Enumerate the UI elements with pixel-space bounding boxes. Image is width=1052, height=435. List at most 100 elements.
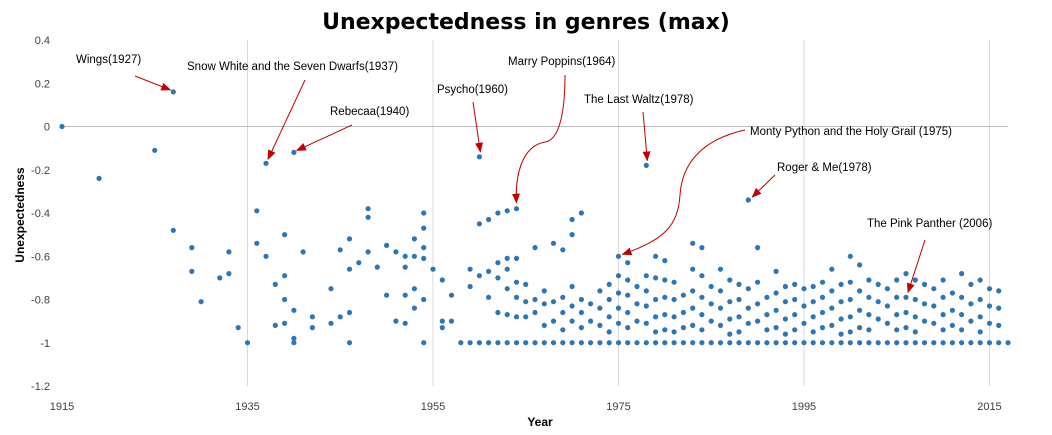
- data-point: [662, 312, 668, 318]
- data-point: [615, 340, 622, 346]
- data-point: [671, 296, 677, 303]
- data-point: [578, 325, 585, 331]
- data-point: [921, 340, 928, 346]
- data-point: [662, 340, 668, 346]
- data-point: [847, 253, 853, 259]
- data-point: [782, 340, 789, 346]
- data-point: [847, 329, 853, 335]
- data-point: [597, 322, 603, 328]
- data-point: [847, 340, 853, 346]
- data-point: [801, 286, 807, 292]
- data-point: [625, 309, 631, 316]
- annotation-label: Psycho(1960): [437, 84, 508, 96]
- data-point: [727, 331, 733, 337]
- data-point: [560, 309, 566, 316]
- data-point: [384, 242, 390, 248]
- data-point: [615, 273, 622, 279]
- annotation-arrow: [751, 174, 776, 198]
- data-point: [569, 318, 575, 324]
- data-point: [504, 266, 510, 272]
- data-point: [819, 279, 826, 285]
- data-point: [903, 325, 909, 331]
- data-point: [755, 340, 761, 346]
- data-point: [866, 294, 872, 300]
- data-point: [578, 340, 585, 346]
- data-point: [541, 301, 547, 307]
- data-point: [634, 318, 640, 324]
- annotation-arrow: [642, 111, 651, 162]
- data-point: [263, 253, 269, 259]
- data-point: [578, 309, 585, 316]
- annotation-label: Snow White and the Seven Dwarfs(1937): [187, 61, 398, 73]
- data-point: [745, 305, 751, 311]
- data-point: [829, 266, 835, 272]
- data-point: [782, 299, 789, 305]
- data-point: [346, 340, 353, 346]
- data-point: [486, 268, 492, 274]
- data-point: [884, 320, 891, 326]
- data-point: [875, 316, 881, 322]
- data-point: [875, 281, 881, 287]
- data-point: [857, 288, 863, 294]
- data-point: [393, 318, 399, 324]
- x-tick-label: 2015: [977, 401, 1001, 413]
- data-point: [421, 210, 427, 216]
- data-point: [569, 232, 575, 238]
- data-point: [96, 175, 102, 181]
- data-point: [282, 320, 288, 326]
- annotation-label: Marry Poppins(1964): [508, 56, 616, 68]
- annotation-label: Monty Python and the Holy Grail (1975): [750, 126, 952, 138]
- data-point: [727, 277, 733, 283]
- data-point: [513, 314, 520, 320]
- data-point: [708, 318, 714, 324]
- data-point: [300, 249, 306, 255]
- data-point: [690, 266, 696, 272]
- data-point: [894, 312, 900, 318]
- y-axis-title: Unexpectedness: [13, 167, 27, 263]
- data-point: [569, 283, 575, 290]
- data-point: [866, 327, 872, 333]
- y-tick-label: -1: [40, 338, 50, 350]
- data-point: [838, 281, 844, 287]
- data-point: [782, 316, 789, 322]
- annotations: Wings(1927) Snow White and the Seven Dwar…: [76, 54, 992, 294]
- data-point: [819, 340, 826, 346]
- data-point: [810, 329, 816, 335]
- data-point: [346, 236, 353, 242]
- data-point: [625, 260, 631, 266]
- data-point: [708, 340, 714, 346]
- data-point: [523, 299, 529, 305]
- data-point: [680, 325, 687, 331]
- data-point: [699, 273, 705, 279]
- data-point: [857, 307, 863, 313]
- data-point: [272, 281, 278, 287]
- data-point: [829, 305, 835, 311]
- y-tick-label: 0.4: [35, 35, 50, 47]
- data-point: [513, 294, 520, 300]
- x-tick-label: 1935: [235, 401, 259, 413]
- annotation-label: Rebecaa(1940): [330, 106, 409, 118]
- data-point: [968, 340, 974, 346]
- data-point: [857, 262, 863, 268]
- data-point: [541, 288, 547, 294]
- y-tick-label: 0: [44, 122, 50, 134]
- data-point: [411, 305, 417, 311]
- data-point: [597, 288, 603, 294]
- data-point: [755, 279, 761, 285]
- data-point: [903, 309, 909, 316]
- data-point: [328, 320, 334, 326]
- data-point: [189, 268, 195, 274]
- data-point: [940, 277, 946, 283]
- data-point: [532, 340, 538, 346]
- annotation-label: Wings(1927): [76, 54, 141, 66]
- data-point: [727, 340, 733, 346]
- chart-title: Unexpectedness in genres (max): [322, 10, 730, 35]
- data-point: [680, 309, 687, 316]
- data-point: [894, 340, 900, 346]
- data-point: [448, 318, 455, 324]
- data-point: [411, 286, 417, 292]
- data-point: [949, 290, 956, 296]
- data-point: [662, 277, 668, 283]
- data-point: [977, 277, 983, 283]
- data-point: [588, 340, 594, 346]
